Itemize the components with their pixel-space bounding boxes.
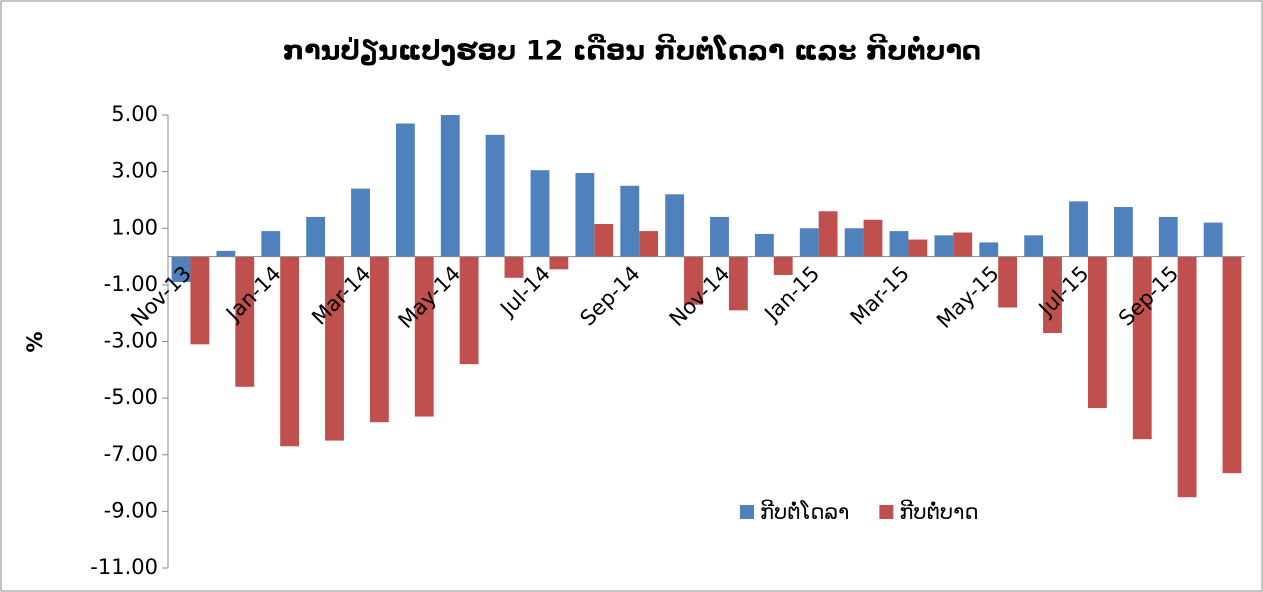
bar	[1113, 207, 1133, 257]
legend-swatch	[879, 505, 894, 519]
bar	[549, 256, 569, 270]
bar	[190, 256, 210, 345]
bar	[1158, 216, 1178, 257]
bar	[261, 231, 281, 257]
bar	[844, 228, 864, 257]
chart-title: ການປ່ຽນແປງຮອບ 12 ເດືອນ ກີບຕໍ່ໂດລາ ແລະ ກີ…	[283, 34, 981, 67]
legend-swatch	[740, 505, 754, 519]
bar	[306, 216, 326, 257]
bar	[459, 256, 479, 365]
y-tick-label: -7.00	[104, 442, 158, 466]
bar	[440, 115, 460, 257]
bar	[863, 219, 883, 257]
y-tick-label: -1.00	[104, 272, 158, 296]
bar	[620, 185, 640, 257]
bar	[395, 123, 415, 257]
y-tick-label: -9.00	[104, 498, 158, 522]
bar	[665, 194, 685, 257]
bar	[979, 242, 999, 257]
bar	[1087, 256, 1107, 409]
bar	[504, 256, 524, 278]
bar	[1043, 256, 1062, 334]
bar	[639, 231, 659, 257]
bar	[351, 188, 370, 257]
bar	[710, 216, 729, 257]
y-tick-label: 3.00	[111, 159, 158, 183]
bar	[934, 235, 954, 257]
bar	[325, 256, 344, 441]
bar	[235, 256, 255, 387]
bar	[1203, 222, 1223, 257]
y-tick-label: -3.00	[104, 329, 158, 353]
bar	[799, 228, 819, 257]
y-tick-label: 1.00	[111, 215, 158, 239]
bar	[594, 224, 614, 257]
y-axis-label: %	[23, 331, 47, 352]
bar	[818, 211, 838, 257]
legend-label: ກີບຕໍ່ບາດ	[899, 499, 978, 524]
bar	[953, 232, 973, 257]
bar	[414, 256, 434, 417]
bar	[773, 256, 793, 275]
bar	[1222, 256, 1242, 474]
bar	[754, 233, 774, 257]
bar	[908, 239, 928, 257]
bar	[728, 256, 748, 311]
bar	[369, 256, 389, 423]
bar	[1177, 256, 1197, 498]
y-tick-label: -11.00	[90, 555, 158, 579]
bar	[1069, 201, 1088, 257]
bar	[216, 250, 236, 257]
bar	[530, 170, 550, 257]
bar	[889, 231, 909, 257]
bar	[280, 256, 300, 447]
y-tick-label: 5.00	[111, 102, 158, 126]
bar	[684, 256, 703, 305]
legend-label: ກີບຕໍ່ໂດລາ	[760, 499, 849, 524]
bar	[1132, 256, 1152, 440]
bar	[171, 256, 191, 283]
bar	[998, 256, 1018, 308]
bar	[485, 134, 505, 257]
bar	[1024, 235, 1044, 257]
bar	[575, 173, 595, 257]
y-tick-label: -5.00	[104, 385, 158, 409]
